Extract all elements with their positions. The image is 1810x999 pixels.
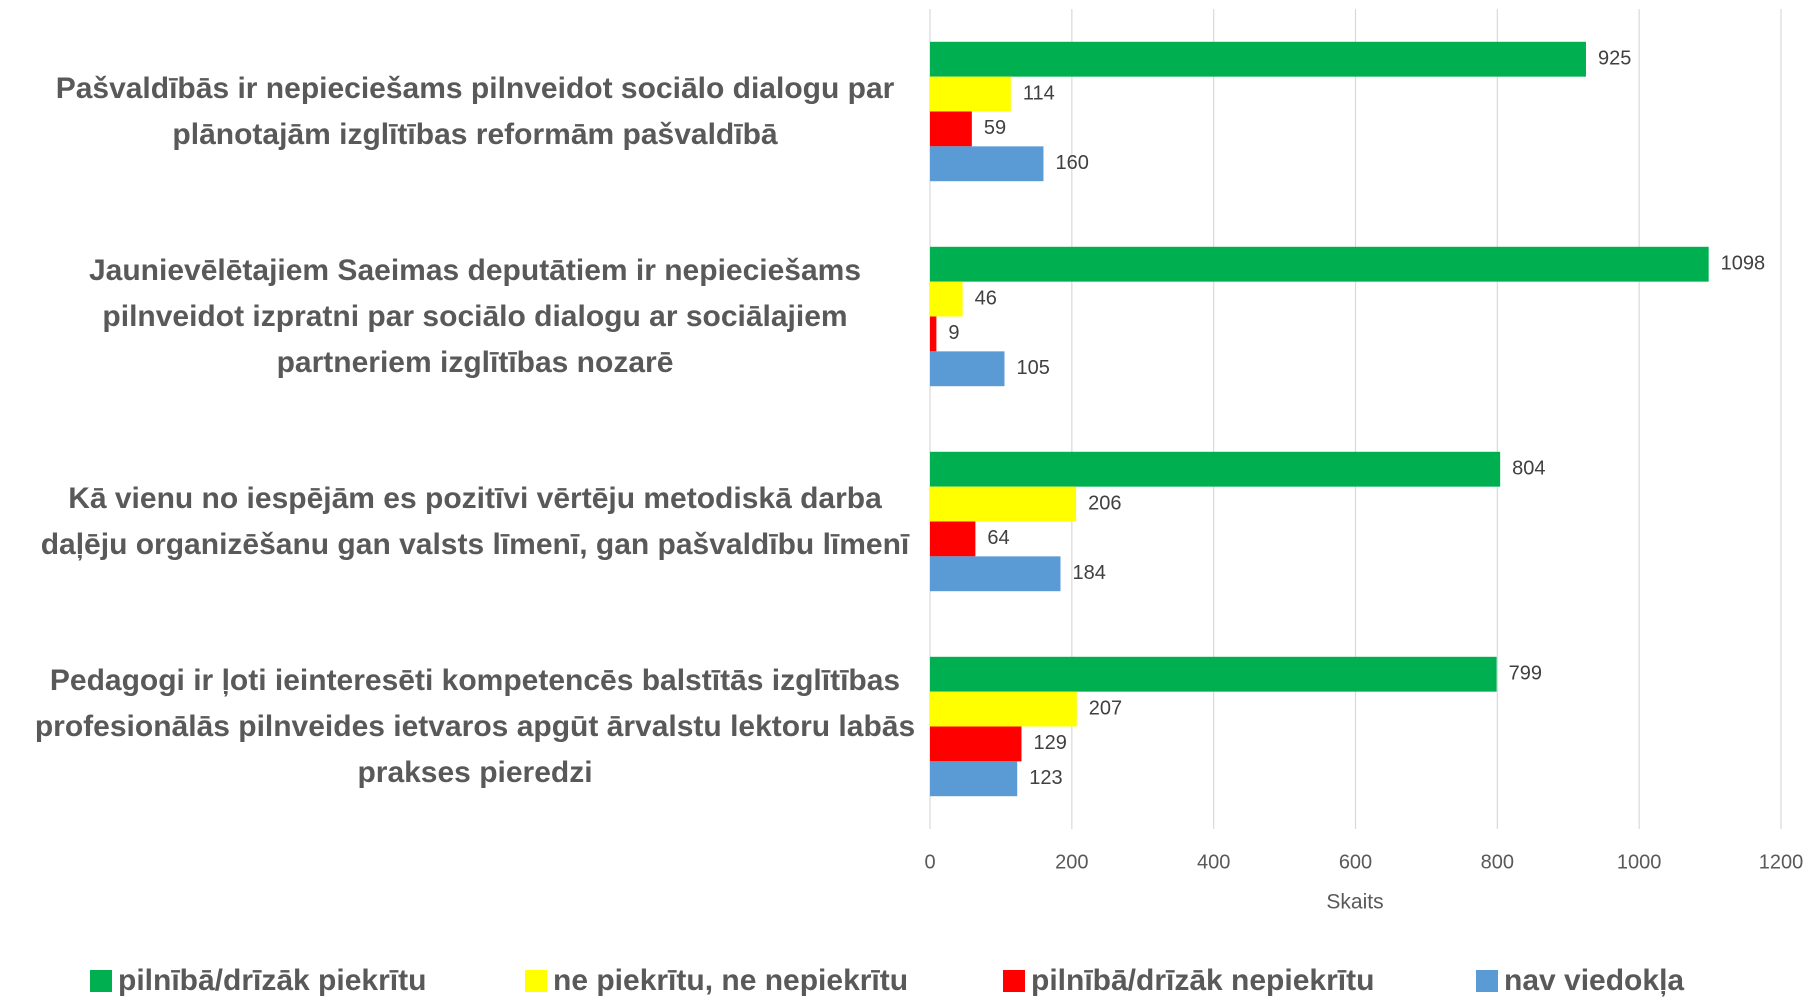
bar: [930, 451, 1501, 487]
bar: [930, 351, 1005, 387]
category-label: Jaunievēlētajiem Saeimas deputātiem ir n…: [88, 253, 862, 379]
data-label: 799: [1509, 663, 1542, 685]
data-label: 9: [948, 322, 959, 344]
data-label: 105: [1016, 357, 1049, 379]
legend-label: ne piekrītu, ne nepiekrītu: [553, 964, 908, 997]
bar: [930, 556, 1061, 592]
x-tick-label: 800: [1481, 851, 1514, 873]
bar: [930, 486, 1077, 522]
bar: [930, 726, 1022, 762]
data-label: 123: [1029, 767, 1062, 789]
bar: [930, 246, 1709, 282]
category-label: Pašvaldībās ir nepieciešams pilnveidot s…: [55, 71, 895, 151]
data-label: 64: [987, 527, 1009, 549]
data-label: 925: [1598, 48, 1631, 70]
bar: [930, 521, 976, 557]
data-label: 160: [1055, 152, 1088, 174]
x-tick-label: 0: [924, 851, 935, 873]
x-axis-label: Skaits: [1326, 891, 1383, 914]
data-label: 46: [975, 287, 997, 309]
x-tick-label: 1200: [1759, 851, 1804, 873]
x-tick-label: 600: [1339, 851, 1372, 873]
data-label: 804: [1512, 458, 1545, 480]
legend-label: nav viedokļa: [1504, 964, 1684, 997]
bar: [930, 41, 1586, 77]
data-label: 114: [1023, 82, 1055, 104]
bar: [930, 761, 1018, 797]
data-label: 129: [1033, 732, 1066, 754]
legend-swatch: [1476, 970, 1498, 992]
bar: [930, 146, 1044, 182]
bar: [930, 691, 1077, 727]
x-tick-label: 400: [1197, 851, 1230, 873]
data-label: 59: [984, 117, 1006, 139]
data-label: 184: [1072, 562, 1105, 584]
data-label: 206: [1088, 492, 1121, 514]
legend-swatch: [90, 970, 112, 992]
x-tick-label: 200: [1055, 851, 1088, 873]
bar: [930, 656, 1497, 692]
legend-swatch: [525, 970, 547, 992]
data-label: 207: [1089, 697, 1122, 719]
bar: [930, 76, 1011, 112]
bar: [930, 111, 972, 147]
legend-swatch: [1003, 970, 1025, 992]
legend-label: pilnībā/drīzāk piekrītu: [118, 964, 426, 997]
legend-label: pilnībā/drīzāk nepiekrītu: [1031, 964, 1374, 997]
category-label: Pedagogi ir ļoti ieinteresēti kompetencē…: [34, 663, 916, 789]
bar: [930, 316, 937, 352]
category-label: Kā vienu no iespējām es pozitīvi vērtēju…: [40, 481, 910, 561]
bar: [930, 281, 963, 317]
x-tick-label: 1000: [1617, 851, 1662, 873]
data-label: 1098: [1721, 253, 1766, 275]
